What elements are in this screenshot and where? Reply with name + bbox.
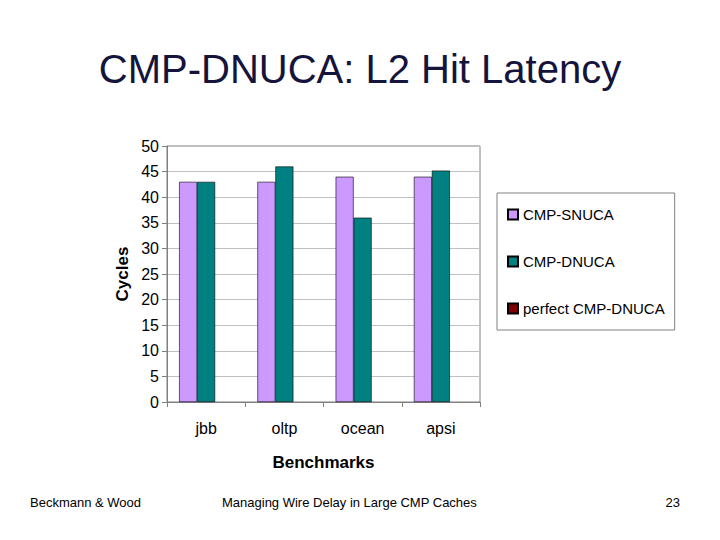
svg-text:Benchmarks: Benchmarks — [272, 453, 374, 472]
svg-text:20: 20 — [141, 291, 159, 308]
svg-text:ocean: ocean — [341, 420, 385, 437]
svg-text:15: 15 — [141, 317, 159, 334]
svg-text:oltp: oltp — [271, 420, 297, 437]
svg-text:perfect CMP-DNUCA: perfect CMP-DNUCA — [523, 300, 665, 317]
svg-text:23: 23 — [666, 495, 680, 510]
svg-text:CMP-DNUCA: L2 Hit Latency: CMP-DNUCA: L2 Hit Latency — [99, 47, 621, 91]
svg-text:35: 35 — [141, 214, 159, 231]
svg-text:0: 0 — [150, 394, 159, 411]
svg-text:apsi: apsi — [426, 420, 455, 437]
svg-text:10: 10 — [141, 342, 159, 359]
svg-text:25: 25 — [141, 266, 159, 283]
svg-text:CMP-SNUCA: CMP-SNUCA — [523, 206, 614, 223]
svg-text:30: 30 — [141, 240, 159, 257]
svg-text:CMP-DNUCA: CMP-DNUCA — [523, 253, 615, 270]
svg-text:jbb: jbb — [194, 420, 216, 437]
svg-text:45: 45 — [141, 163, 159, 180]
svg-text:Beckmann & Wood: Beckmann & Wood — [30, 495, 141, 510]
svg-text:Cycles: Cycles — [113, 247, 132, 302]
svg-text:5: 5 — [150, 368, 159, 385]
svg-text:Managing Wire Delay in Large C: Managing Wire Delay in Large CMP Caches — [222, 495, 477, 510]
svg-text:40: 40 — [141, 189, 159, 206]
svg-text:50: 50 — [141, 138, 159, 155]
